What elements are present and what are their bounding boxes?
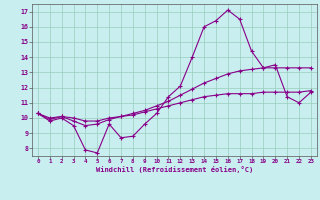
X-axis label: Windchill (Refroidissement éolien,°C): Windchill (Refroidissement éolien,°C) <box>96 166 253 173</box>
